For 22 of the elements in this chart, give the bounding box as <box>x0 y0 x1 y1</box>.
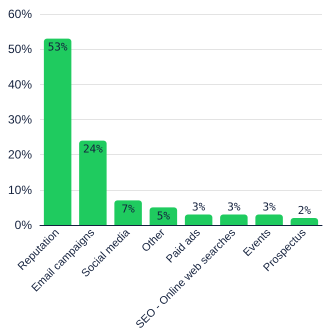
data-label: 5% <box>156 209 170 222</box>
bar <box>79 140 107 225</box>
data-label: 53% <box>48 40 68 54</box>
data-label: 24% <box>82 142 104 156</box>
bar <box>184 214 212 225</box>
y-tick-label: 0% <box>14 218 32 232</box>
y-tick-label: 20% <box>8 148 32 162</box>
y-tick-label: 60% <box>8 7 32 21</box>
y-tick-label: 50% <box>8 42 32 56</box>
y-tick-label: 10% <box>8 182 32 197</box>
bar <box>290 218 318 225</box>
bar <box>114 200 142 225</box>
bar <box>220 214 248 225</box>
y-tick-label: 30% <box>8 112 32 126</box>
bar <box>44 38 72 225</box>
data-label: 2% <box>298 204 312 217</box>
data-label: 3% <box>262 200 276 214</box>
data-label: 7% <box>122 202 136 216</box>
y-tick-label: 40% <box>8 77 32 92</box>
data-label: 3% <box>192 200 206 214</box>
data-label: 3% <box>227 200 241 214</box>
bar <box>255 214 283 225</box>
